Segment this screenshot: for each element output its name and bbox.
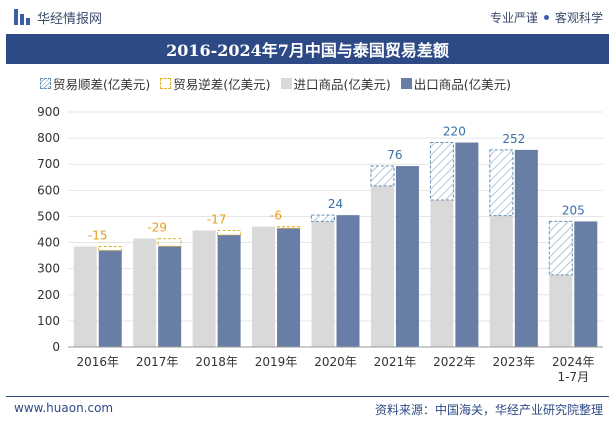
x-tick-label-line: 2024年 [552, 355, 595, 369]
balance-label: -15 [88, 228, 108, 242]
chart-legend: 贸易顺差(亿美元) 贸易逆差(亿美元) 进口商品(亿美元) 出口商品(亿美元) [40, 74, 600, 92]
x-tick-label-line: 2018年 [195, 355, 238, 369]
surplus-marker [489, 149, 514, 217]
balance-label: 252 [502, 132, 525, 146]
y-tick-label: 900 [37, 105, 60, 119]
export-bar [514, 149, 538, 347]
brand-name: 华经情报网 [37, 11, 103, 27]
x-tick-label-line: 2022年 [433, 355, 476, 369]
export-bar [336, 215, 360, 347]
export-bar [455, 142, 479, 347]
import-bar [430, 199, 454, 347]
surplus-marker [429, 142, 454, 201]
import-bar [252, 226, 276, 347]
import-bar [549, 274, 573, 347]
import-bar [311, 221, 335, 347]
deficit-marker [276, 226, 301, 229]
y-tick-label: 300 [37, 262, 60, 276]
export-bar [158, 246, 182, 347]
x-tick-label: 2021年 [374, 355, 417, 369]
balance-label: -17 [207, 213, 227, 227]
balance-label: 220 [443, 125, 466, 139]
legend-swatch-export [400, 77, 412, 89]
x-tick-label: 2024年 1-7月 [552, 355, 595, 384]
footer-website: www.huaon.com [14, 401, 114, 415]
export-bar [277, 228, 301, 347]
export-bar [574, 221, 598, 347]
import-bar [370, 185, 394, 347]
import-bar [133, 238, 157, 347]
top-bar: 华经情报网 专业严谨 客观科学 [0, 0, 615, 34]
x-tick-label: 2023年 [493, 355, 536, 369]
balance-label: 205 [562, 203, 585, 217]
tagline-left: 专业严谨 [489, 11, 538, 25]
logo-icon [14, 9, 31, 25]
y-tick-label: 700 [37, 157, 60, 171]
tagline-right: 客观科学 [554, 11, 603, 25]
surplus-marker [548, 220, 573, 276]
export-bar [395, 166, 419, 347]
surplus-marker [370, 165, 395, 187]
deficit-marker [98, 245, 123, 251]
surplus-marker [311, 214, 335, 222]
balance-label: -6 [270, 209, 282, 223]
y-tick-label: 600 [37, 183, 60, 197]
legend-item-export: 出口商品(亿美元) [400, 74, 512, 93]
x-tick-label-line: 2021年 [374, 355, 417, 369]
legend-label-surplus: 贸易顺差(亿美元) [53, 76, 151, 92]
x-tick-label-line: 2016年 [76, 355, 119, 369]
balance-label: -29 [147, 221, 167, 235]
x-tick-label-line: 2019年 [255, 355, 298, 369]
legend-item-import: 进口商品(亿美元) [280, 74, 391, 93]
tagline: 专业严谨 客观科学 [490, 9, 603, 26]
footer-source: 资料来源：中国海关，华经产业研究院整理 [374, 403, 603, 417]
x-tick-label: 2022年 [433, 355, 476, 369]
y-tick-label: 100 [37, 314, 60, 328]
x-tick-label-line: 2017年 [136, 355, 179, 369]
y-tick-label: 0 [52, 340, 60, 354]
legend-item-deficit: 贸易逆差(亿美元) [160, 74, 271, 93]
legend-item-surplus: 贸易顺差(亿美元) [40, 74, 150, 93]
legend-label-import: 进口商品(亿美元) [293, 76, 391, 92]
y-tick-label: 500 [37, 209, 60, 223]
brand: 华经情报网 [14, 8, 103, 27]
export-bar [98, 250, 122, 347]
x-tick-label: 2016年 [76, 355, 119, 369]
y-tick-label: 800 [37, 131, 60, 145]
balance-label: 76 [387, 148, 402, 162]
x-tick-label-line: 2020年 [314, 355, 357, 369]
legend-label-deficit: 贸易逆差(亿美元) [173, 76, 271, 92]
legend-swatch-deficit [160, 77, 172, 89]
deficit-marker [157, 238, 182, 247]
import-bar [192, 230, 216, 347]
legend-swatch-surplus [40, 77, 51, 89]
x-tick-label-line: 2023年 [493, 355, 536, 369]
deficit-marker [217, 230, 242, 236]
footer-divider [6, 396, 609, 397]
x-tick-label: 2017年 [136, 355, 179, 369]
legend-label-export: 出口商品(亿美元) [413, 76, 512, 92]
y-tick-label: 200 [37, 288, 60, 302]
x-tick-label-line: 1-7月 [557, 370, 589, 384]
x-tick-label: 2019年 [255, 355, 298, 369]
import-bar [489, 215, 513, 347]
balance-label: 24 [328, 197, 343, 211]
y-tick-label: 400 [37, 236, 60, 250]
legend-swatch-import [280, 77, 292, 89]
export-bar [217, 234, 241, 347]
chart-title: 2016-2024年7月中国与泰国贸易差额 [6, 34, 609, 64]
dot-icon [543, 15, 549, 20]
import-bar [73, 246, 97, 347]
x-tick-label: 2020年 [314, 355, 357, 369]
x-tick-label: 2018年 [195, 355, 238, 369]
